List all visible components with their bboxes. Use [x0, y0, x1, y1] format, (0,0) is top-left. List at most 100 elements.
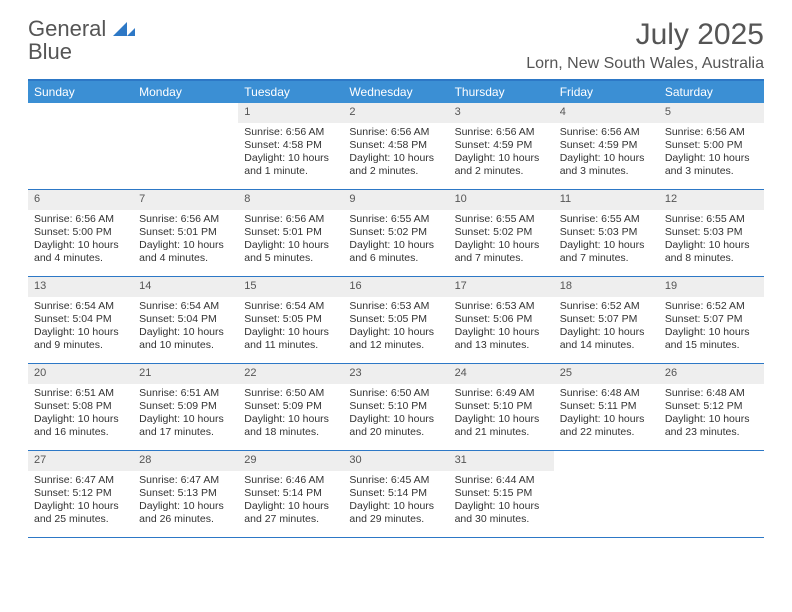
sunrise-line: Sunrise: 6:56 AM [244, 213, 337, 226]
day-details: Sunrise: 6:53 AMSunset: 5:05 PMDaylight:… [343, 297, 448, 359]
day-cell: 17Sunrise: 6:53 AMSunset: 5:06 PMDayligh… [449, 277, 554, 363]
week-row: 6Sunrise: 6:56 AMSunset: 5:00 PMDaylight… [28, 190, 764, 277]
daylight-line: Daylight: 10 hours and 7 minutes. [455, 239, 548, 265]
daylight-line: Daylight: 10 hours and 10 minutes. [139, 326, 232, 352]
day-cell: 18Sunrise: 6:52 AMSunset: 5:07 PMDayligh… [554, 277, 659, 363]
daylight-line: Daylight: 10 hours and 1 minute. [244, 152, 337, 178]
sunset-line: Sunset: 5:00 PM [665, 139, 758, 152]
sunrise-line: Sunrise: 6:47 AM [139, 474, 232, 487]
month-title: July 2025 [526, 18, 764, 51]
daylight-line: Daylight: 10 hours and 2 minutes. [455, 152, 548, 178]
title-block: July 2025 Lorn, New South Wales, Austral… [526, 18, 764, 73]
sunset-line: Sunset: 5:10 PM [455, 400, 548, 413]
day-details: Sunrise: 6:55 AMSunset: 5:02 PMDaylight:… [449, 210, 554, 272]
day-cell: 29Sunrise: 6:46 AMSunset: 5:14 PMDayligh… [238, 451, 343, 537]
daylight-line: Daylight: 10 hours and 29 minutes. [349, 500, 442, 526]
day-cell: 30 Sunrise: 6:45 AMSunset: 5:14 PMDayligh… [343, 451, 448, 537]
day-details: Sunrise: 6:55 AMSunset: 5:03 PMDaylight:… [659, 210, 764, 272]
day-cell: 9Sunrise: 6:55 AMSunset: 5:02 PMDaylight… [343, 190, 448, 276]
sunset-line: Sunset: 5:02 PM [349, 226, 442, 239]
calendar: SundayMondayTuesdayWednesdayThursdayFrid… [28, 79, 764, 538]
week-row: 20 Sunrise: 6:51 AM Sunset: 5:08 PM Dayligh… [28, 364, 764, 451]
day-details: Sunrise: 6:55 AMSunset: 5:02 PMDaylight:… [343, 210, 448, 272]
weekday-header: SundayMondayTuesdayWednesdayThursdayFrid… [28, 81, 764, 103]
sunrise-line: Sunrise: 6:52 AM [560, 300, 653, 313]
daylight-line: Daylight: 10 hours and 18 minutes. [244, 413, 337, 439]
sunrise-line: Sunrise: 6:56 AM [139, 213, 232, 226]
sunset-line: Sunset: 5:10 PM [349, 400, 442, 413]
day-number: 20 [28, 364, 133, 384]
sunrise-line: Sunrise: 6:46 AM [244, 474, 337, 487]
day-number: 9 [343, 190, 448, 210]
day-number: 2 [343, 103, 448, 123]
day-number: 28 [133, 451, 238, 471]
sunrise-line: Sunrise: 6:50 AM [349, 387, 442, 400]
day-number: 12 [659, 190, 764, 210]
day-number: 16 [343, 277, 448, 297]
sunrise-line: Sunrise: 6:51 AM [139, 387, 232, 400]
day-cell: 13Sunrise: 6:54 AMSunset: 5:04 PMDayligh… [28, 277, 133, 363]
weekday-sunday: Sunday [28, 81, 133, 103]
day-cell: 14Sunrise: 6:54 AMSunset: 5:04 PMDayligh… [133, 277, 238, 363]
daylight-line: Daylight: 10 hours and 3 minutes. [560, 152, 653, 178]
sunrise-line: Sunrise: 6:55 AM [560, 213, 653, 226]
day-number: 30 [343, 451, 448, 471]
sunrise-line: Sunrise: 6:55 AM [665, 213, 758, 226]
daylight-line: Daylight: 10 hours and 20 minutes. [349, 413, 442, 439]
day-number: 7 [133, 190, 238, 210]
daylight-line: Daylight: 10 hours and 14 minutes. [560, 326, 653, 352]
day-number: 5 [659, 103, 764, 123]
day-details: Sunrise: 6:56 AMSunset: 4:59 PMDaylight:… [554, 123, 659, 185]
sunrise-line: Sunrise: 6:49 AM [455, 387, 548, 400]
day-details: Sunrise: 6:48 AMSunset: 5:11 PMDaylight:… [554, 384, 659, 446]
sunset-line: Sunset: 4:59 PM [455, 139, 548, 152]
logo-word1: General [28, 16, 106, 41]
sunset-line: Sunset: 5:12 PM [34, 487, 127, 500]
sunset-line: Sunset: 5:14 PM [349, 487, 442, 500]
daylight-line: Daylight: 10 hours and 12 minutes. [349, 326, 442, 352]
day-cell: 22Sunrise: 6:50 AMSunset: 5:09 PMDayligh… [238, 364, 343, 450]
day-cell: 24Sunrise: 6:49 AMSunset: 5:10 PMDayligh… [449, 364, 554, 450]
day-details: Sunrise: 6:55 AMSunset: 5:03 PMDaylight:… [554, 210, 659, 272]
day-details: Sunrise: 6:56 AMSunset: 4:58 PMDaylight:… [238, 123, 343, 185]
sunset-line: Sunset: 5:01 PM [139, 226, 232, 239]
sunrise-line: Sunrise: 6:45 AM [349, 474, 442, 487]
daylight-line: Daylight: 10 hours and 26 minutes. [139, 500, 232, 526]
day-cell: 19Sunrise: 6:52 AMSunset: 5:07 PMDayligh… [659, 277, 764, 363]
empty-cell [659, 451, 764, 537]
sunrise-line: Sunrise: 6:54 AM [34, 300, 127, 313]
day-cell: 20Sunrise: 6:51 AMSunset: 5:08 PMDayligh… [28, 364, 133, 450]
daylight-line: Daylight: 10 hours and 7 minutes. [560, 239, 653, 265]
day-number: 15 [238, 277, 343, 297]
day-details: Sunrise: 6:56 AMSunset: 5:01 PMDaylight:… [238, 210, 343, 272]
sunset-line: Sunset: 5:12 PM [665, 400, 758, 413]
header: General Blue July 2025 Lorn, New South W… [28, 18, 764, 73]
daylight-line: Daylight: 10 hours and 5 minutes. [244, 239, 337, 265]
day-cell: 25Sunrise: 6:48 AMSunset: 5:11 PMDayligh… [554, 364, 659, 450]
day-details: Sunrise: 6:52 AMSunset: 5:07 PMDaylight:… [659, 297, 764, 359]
day-details: Sunrise: 6:56 AMSunset: 4:59 PMDaylight:… [449, 123, 554, 185]
day-cell: 15Sunrise: 6:54 AMSunset: 5:05 PMDayligh… [238, 277, 343, 363]
sunset-line: Sunset: 5:00 PM [34, 226, 127, 239]
logo-word2: Blue [28, 39, 72, 64]
day-details: Sunrise: 6:48 AMSunset: 5:12 PMDaylight:… [659, 384, 764, 446]
day-number: 17 [449, 277, 554, 297]
day-number: 27 [28, 451, 133, 471]
empty-cell [554, 451, 659, 537]
day-cell: 2Sunrise: 6:56 AMSunset: 4:58 PMDaylight… [343, 103, 448, 189]
day-cell: 28 Sunrise: 6:47 AMSunset: 5:13 PMDayligh… [133, 451, 238, 537]
day-cell: 31Sunrise: 6:44 AMSunset: 5:15 PMDayligh… [449, 451, 554, 537]
sunrise-line: Sunrise: 6:47 AM [34, 474, 127, 487]
day-number: 23 [343, 364, 448, 384]
sunset-line: Sunset: 5:13 PM [139, 487, 232, 500]
sunrise-line: Sunrise: 6:44 AM [455, 474, 548, 487]
day-details: Sunrise: 6:50 AMSunset: 5:09 PMDaylight:… [238, 384, 343, 446]
sunset-line: Sunset: 5:14 PM [244, 487, 337, 500]
day-number: 25 [554, 364, 659, 384]
weekday-saturday: Saturday [659, 81, 764, 103]
sunset-line: Sunset: 4:58 PM [244, 139, 337, 152]
sunrise-line: Sunrise: 6:56 AM [560, 126, 653, 139]
day-details: Sunrise: 6:47 AMSunset: 5:12 PMDaylight:… [28, 471, 133, 533]
sunset-line: Sunset: 5:08 PM [34, 400, 127, 413]
day-number: 19 [659, 277, 764, 297]
